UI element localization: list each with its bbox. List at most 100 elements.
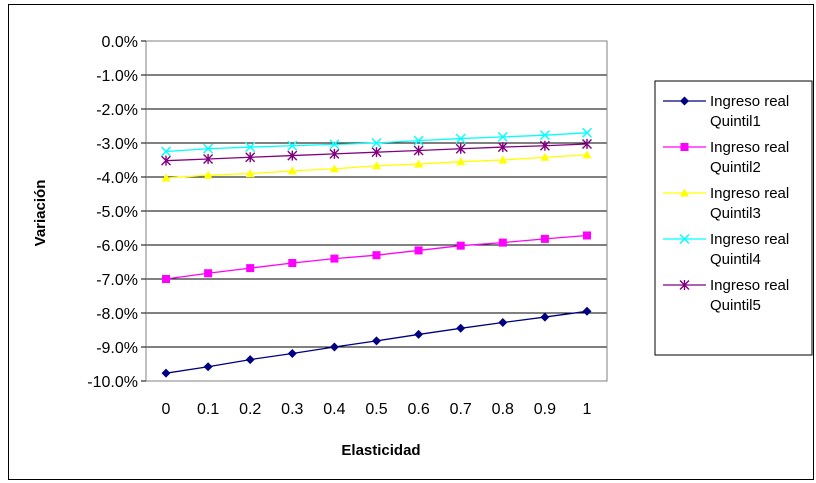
series-quintil5 xyxy=(161,139,592,166)
legend-label-line1: Ingreso real xyxy=(710,139,789,156)
data-point xyxy=(497,131,508,142)
series-quintil3 xyxy=(161,150,592,182)
legend-item: Ingreso real Quintil4 xyxy=(663,231,789,268)
data-point xyxy=(413,145,424,156)
x-tick-label: 0.2 xyxy=(239,401,261,418)
data-point xyxy=(203,153,214,164)
data-point xyxy=(329,148,340,159)
data-point xyxy=(203,170,213,179)
data-point xyxy=(583,231,591,240)
y-tick-label: -5.0% xyxy=(96,204,138,221)
data-point xyxy=(372,336,381,346)
data-point xyxy=(680,188,689,197)
data-point xyxy=(245,355,255,365)
data-point xyxy=(498,318,508,328)
data-point xyxy=(540,152,550,161)
data-point xyxy=(455,133,466,144)
x-tick-label: 0.7 xyxy=(450,401,472,418)
legend-label-line2: Quintil2 xyxy=(710,159,761,176)
x-tick-label: 0.6 xyxy=(407,401,429,418)
x-tick-label: 1 xyxy=(583,401,592,418)
data-point xyxy=(287,166,297,175)
data-point xyxy=(161,368,171,378)
data-point xyxy=(330,254,339,263)
data-point xyxy=(456,157,466,166)
data-point xyxy=(203,362,213,372)
data-point xyxy=(287,140,298,151)
x-tick-label: 0 xyxy=(162,401,171,418)
data-point xyxy=(372,161,381,170)
data-point xyxy=(245,169,255,178)
data-point xyxy=(679,234,690,244)
data-point xyxy=(456,323,466,333)
legend-label-line2: Quintil3 xyxy=(710,205,761,222)
series-quintil2 xyxy=(162,231,591,283)
data-point xyxy=(582,150,592,159)
series-layer xyxy=(161,127,592,378)
data-point xyxy=(540,312,550,322)
data-point xyxy=(245,152,256,163)
data-point xyxy=(372,251,381,260)
data-point xyxy=(287,348,297,358)
x-tick-label: 0.3 xyxy=(281,401,303,418)
x-tick-label: 0.9 xyxy=(534,401,556,418)
y-tick-label: 0.0% xyxy=(102,34,138,51)
y-tick-label: -6.0% xyxy=(96,238,138,255)
x-tick-label: 0.5 xyxy=(365,401,387,418)
legend-label-line1: Ingreso real xyxy=(710,185,789,202)
data-point xyxy=(539,130,550,141)
y-tick-label: -2.0% xyxy=(96,102,138,119)
y-tick-label: -7.0% xyxy=(96,272,138,289)
data-point xyxy=(371,138,382,148)
legend-label-line2: Quintil5 xyxy=(710,297,761,314)
gridlines xyxy=(146,40,607,382)
legend-items: Ingreso real Quintil1 Ingreso real Quintil2… xyxy=(663,93,789,314)
data-point xyxy=(498,238,507,247)
x-tick-label: 0.8 xyxy=(492,401,514,418)
x-tick-label: 0.1 xyxy=(197,401,219,418)
y-tick-label: -4.0% xyxy=(96,170,138,187)
data-point xyxy=(161,173,171,182)
data-point xyxy=(329,342,339,352)
legend-item: Ingreso real Quintil3 xyxy=(663,185,789,222)
data-point xyxy=(582,127,592,138)
legend-box xyxy=(654,80,813,356)
series-quintil4 xyxy=(161,127,592,157)
data-point xyxy=(413,135,424,146)
legend-label-line2: Quintil1 xyxy=(710,113,761,130)
data-point xyxy=(498,155,508,164)
data-point xyxy=(539,140,550,151)
x-axis-title: Elasticidad xyxy=(341,442,420,459)
data-point xyxy=(287,150,298,161)
data-point xyxy=(540,234,549,243)
data-point xyxy=(204,269,213,278)
y-axis-ticks: 0.0% -1.0% -2.0% -3.0% -4.0% -5.0% -6.0% -7.0% -… xyxy=(87,34,146,391)
data-point xyxy=(414,329,424,339)
legend-label-line1: Ingreso real xyxy=(710,277,789,294)
data-point xyxy=(245,142,256,153)
y-tick-label: -1.0% xyxy=(96,68,138,85)
data-point xyxy=(162,275,170,283)
x-tick-label: 0.4 xyxy=(323,401,345,418)
data-point xyxy=(161,146,171,157)
data-point xyxy=(456,241,465,250)
data-point xyxy=(161,155,171,166)
data-point xyxy=(203,143,214,154)
data-point xyxy=(246,264,255,273)
data-point xyxy=(414,246,423,255)
data-point xyxy=(329,139,340,150)
legend-label-line1: Ingreso real xyxy=(710,231,789,248)
y-axis-title: Variación xyxy=(32,180,49,247)
series-quintil1 xyxy=(161,306,592,378)
data-point xyxy=(680,96,689,106)
data-point xyxy=(680,143,689,151)
data-point xyxy=(582,306,592,316)
legend-label-line2: Quintil4 xyxy=(710,251,761,268)
y-tick-label: -3.0% xyxy=(96,136,138,153)
data-point xyxy=(414,159,424,168)
y-tick-label: -9.0% xyxy=(96,340,138,357)
data-point xyxy=(582,139,592,150)
y-tick-label: -10.0% xyxy=(87,374,138,391)
data-point xyxy=(371,147,382,158)
